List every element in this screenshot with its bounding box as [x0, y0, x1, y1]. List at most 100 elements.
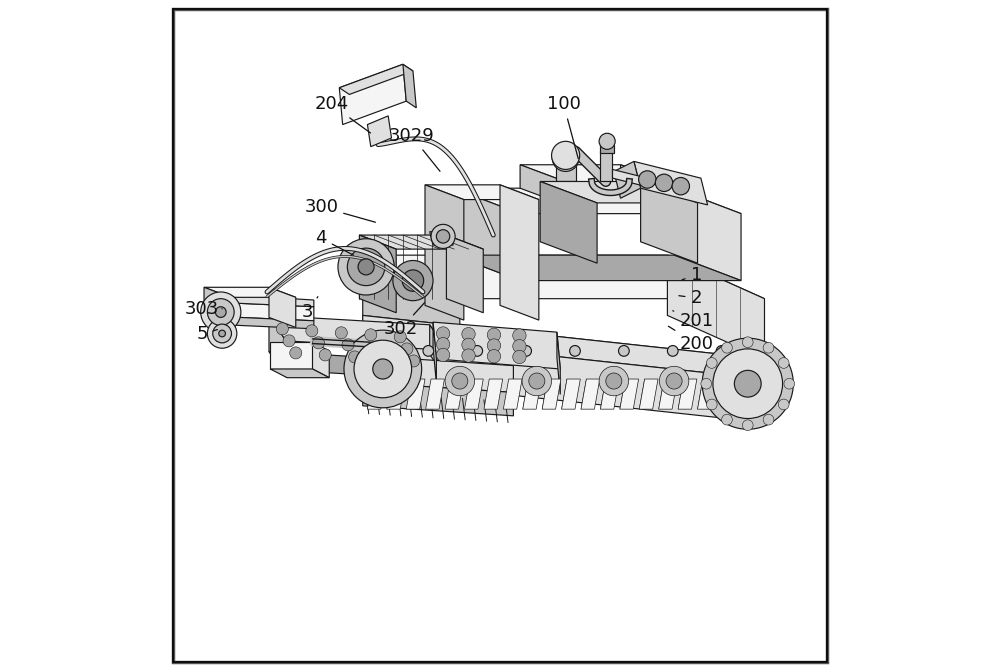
Circle shape [521, 346, 531, 356]
Circle shape [215, 307, 226, 317]
Polygon shape [465, 379, 483, 409]
Circle shape [338, 239, 394, 295]
Text: 200: 200 [668, 326, 713, 352]
Polygon shape [425, 185, 464, 320]
Circle shape [365, 329, 377, 341]
Circle shape [701, 378, 712, 389]
Circle shape [401, 343, 413, 355]
Polygon shape [667, 255, 764, 359]
Circle shape [667, 346, 678, 356]
Circle shape [599, 134, 615, 150]
Polygon shape [698, 379, 716, 409]
Circle shape [763, 342, 774, 353]
Circle shape [378, 353, 390, 365]
Text: 3029: 3029 [389, 127, 440, 171]
Polygon shape [453, 255, 741, 280]
Polygon shape [557, 332, 560, 395]
Circle shape [374, 346, 385, 356]
Polygon shape [204, 287, 231, 327]
Circle shape [706, 399, 717, 410]
Polygon shape [484, 379, 503, 409]
Circle shape [207, 319, 237, 348]
Text: 300: 300 [304, 198, 375, 222]
Polygon shape [453, 188, 741, 213]
Circle shape [722, 342, 732, 353]
Polygon shape [542, 379, 561, 409]
Text: 1: 1 [682, 266, 702, 285]
Circle shape [219, 330, 225, 337]
Polygon shape [430, 325, 446, 380]
Circle shape [763, 414, 774, 425]
Polygon shape [503, 379, 522, 409]
Circle shape [436, 338, 450, 351]
Circle shape [570, 346, 580, 356]
Circle shape [702, 338, 793, 429]
Circle shape [358, 259, 374, 275]
Polygon shape [620, 379, 639, 409]
Polygon shape [678, 379, 697, 409]
Circle shape [462, 338, 475, 352]
Circle shape [436, 229, 450, 243]
Circle shape [276, 323, 288, 335]
Circle shape [423, 346, 434, 356]
Circle shape [716, 346, 727, 356]
Polygon shape [359, 235, 483, 249]
Circle shape [283, 335, 295, 347]
Circle shape [639, 171, 656, 188]
Circle shape [373, 359, 393, 379]
Polygon shape [674, 188, 741, 280]
Polygon shape [339, 64, 413, 95]
Circle shape [487, 350, 501, 363]
Polygon shape [556, 158, 576, 181]
Polygon shape [540, 181, 597, 263]
Polygon shape [367, 116, 392, 147]
Text: 5: 5 [196, 325, 217, 343]
Circle shape [659, 366, 689, 396]
Circle shape [436, 327, 450, 340]
Polygon shape [717, 379, 736, 409]
Circle shape [349, 351, 361, 363]
Polygon shape [446, 235, 483, 313]
Text: 4: 4 [315, 229, 354, 255]
Text: 3: 3 [302, 297, 318, 321]
Text: 303: 303 [185, 300, 222, 317]
Circle shape [445, 366, 475, 396]
Circle shape [408, 355, 420, 367]
Text: 201: 201 [673, 311, 713, 329]
Circle shape [344, 330, 422, 408]
Polygon shape [270, 342, 313, 369]
Polygon shape [641, 181, 698, 263]
Circle shape [552, 145, 579, 172]
Polygon shape [363, 336, 764, 423]
Polygon shape [269, 352, 446, 380]
Polygon shape [639, 379, 658, 409]
Polygon shape [363, 356, 513, 393]
Polygon shape [634, 162, 708, 205]
Circle shape [529, 373, 545, 389]
Circle shape [487, 339, 501, 352]
Polygon shape [523, 379, 542, 409]
Text: 204: 204 [314, 95, 371, 133]
Polygon shape [363, 382, 513, 416]
Polygon shape [313, 342, 329, 378]
Circle shape [672, 177, 689, 195]
Circle shape [371, 341, 383, 353]
Polygon shape [363, 315, 764, 379]
Polygon shape [659, 379, 677, 409]
Polygon shape [600, 379, 619, 409]
Circle shape [393, 260, 433, 301]
Circle shape [706, 358, 717, 368]
Circle shape [402, 270, 424, 291]
Circle shape [742, 337, 753, 348]
Circle shape [522, 366, 552, 396]
Text: 302: 302 [384, 303, 424, 338]
Circle shape [306, 325, 318, 337]
Polygon shape [406, 379, 425, 409]
Circle shape [313, 337, 325, 349]
Circle shape [734, 370, 761, 397]
Polygon shape [600, 152, 612, 181]
Circle shape [784, 378, 795, 389]
Circle shape [513, 340, 526, 353]
Circle shape [513, 329, 526, 342]
Circle shape [778, 358, 789, 368]
